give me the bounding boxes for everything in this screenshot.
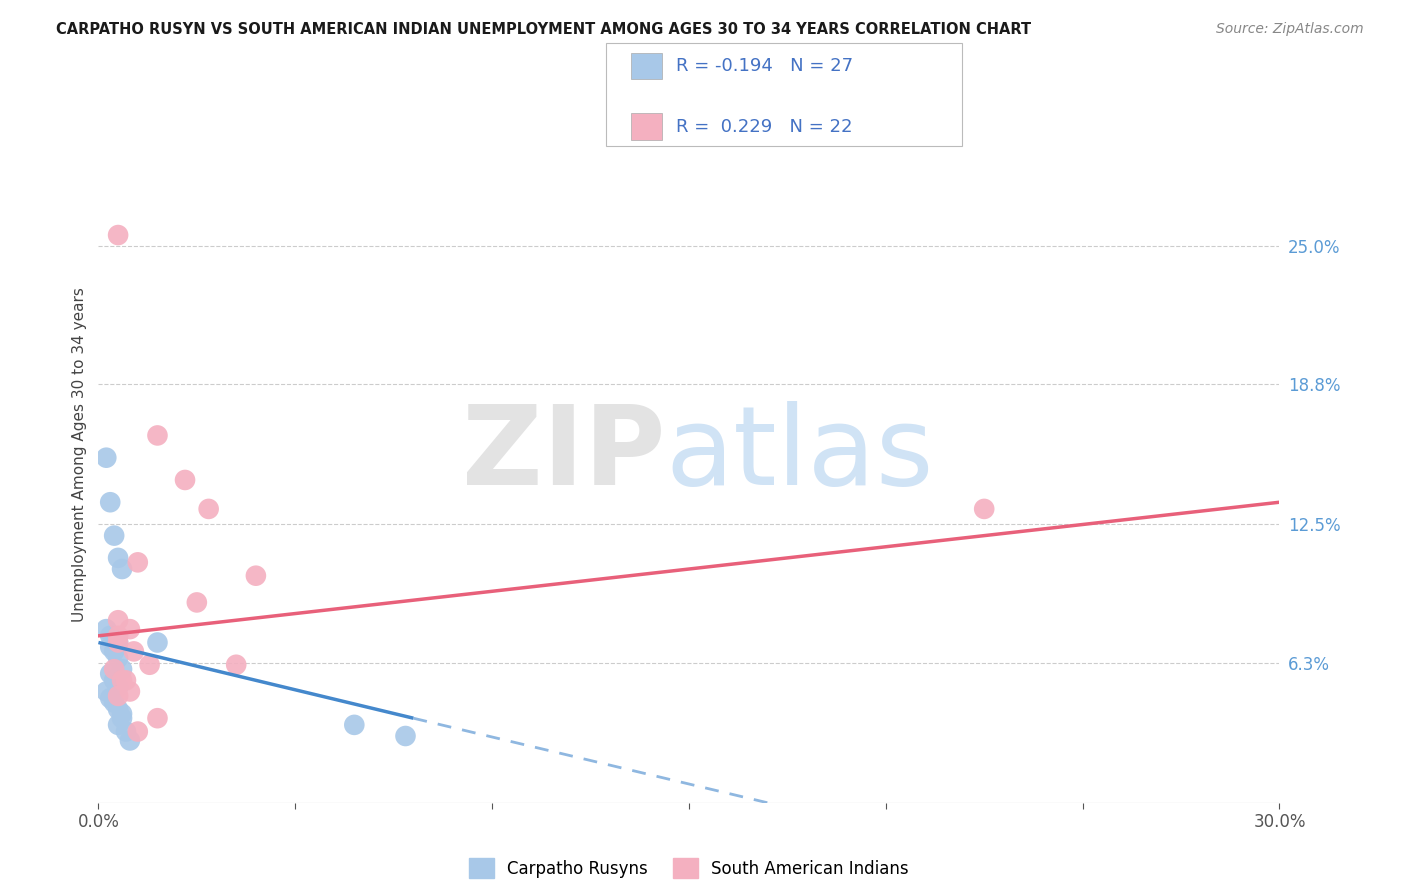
Text: ZIP: ZIP xyxy=(463,401,665,508)
Point xyxy=(96,684,118,698)
Text: atlas: atlas xyxy=(665,401,934,508)
Point xyxy=(146,635,169,649)
Point xyxy=(118,733,141,747)
Point xyxy=(146,711,169,725)
Point xyxy=(107,702,129,716)
Point xyxy=(118,684,141,698)
Point xyxy=(103,644,125,658)
Point xyxy=(98,666,121,681)
Point xyxy=(118,622,141,636)
Legend: Carpatho Rusyns, South American Indians: Carpatho Rusyns, South American Indians xyxy=(463,851,915,885)
Point xyxy=(197,502,219,516)
Point xyxy=(98,495,121,509)
Point xyxy=(343,718,366,732)
Text: R = -0.194   N = 27: R = -0.194 N = 27 xyxy=(676,57,853,75)
Point xyxy=(98,640,121,654)
Point xyxy=(973,502,995,516)
Point xyxy=(245,568,267,582)
Point xyxy=(96,622,118,636)
Point xyxy=(186,595,208,609)
Point xyxy=(107,718,129,732)
Point xyxy=(122,644,145,658)
Point xyxy=(98,691,121,706)
Point xyxy=(111,562,134,576)
Point xyxy=(107,550,129,565)
Point xyxy=(103,528,125,542)
Point xyxy=(146,428,169,442)
Point xyxy=(111,711,134,725)
Point xyxy=(107,651,129,665)
Point xyxy=(107,635,129,649)
Point xyxy=(96,450,118,465)
Point xyxy=(115,673,138,688)
Text: CARPATHO RUSYN VS SOUTH AMERICAN INDIAN UNEMPLOYMENT AMONG AGES 30 TO 34 YEARS C: CARPATHO RUSYN VS SOUTH AMERICAN INDIAN … xyxy=(56,22,1032,37)
Point xyxy=(103,696,125,710)
Point xyxy=(107,613,129,627)
Point xyxy=(107,228,129,243)
Y-axis label: Unemployment Among Ages 30 to 34 years: Unemployment Among Ages 30 to 34 years xyxy=(72,287,87,623)
Point xyxy=(107,689,129,703)
Point xyxy=(107,629,129,643)
Point xyxy=(98,629,121,643)
Text: R =  0.229   N = 22: R = 0.229 N = 22 xyxy=(676,118,853,136)
Point xyxy=(103,662,125,676)
Point xyxy=(127,555,149,569)
Point xyxy=(115,724,138,739)
Text: Source: ZipAtlas.com: Source: ZipAtlas.com xyxy=(1216,22,1364,37)
Point xyxy=(107,635,129,649)
Point xyxy=(394,729,416,743)
Point xyxy=(225,657,247,672)
Point xyxy=(111,673,134,688)
Point xyxy=(103,673,125,688)
Point xyxy=(111,662,134,676)
Point xyxy=(111,706,134,721)
Point xyxy=(127,724,149,739)
Point xyxy=(138,657,160,672)
Point xyxy=(174,473,197,487)
Point xyxy=(107,680,129,694)
